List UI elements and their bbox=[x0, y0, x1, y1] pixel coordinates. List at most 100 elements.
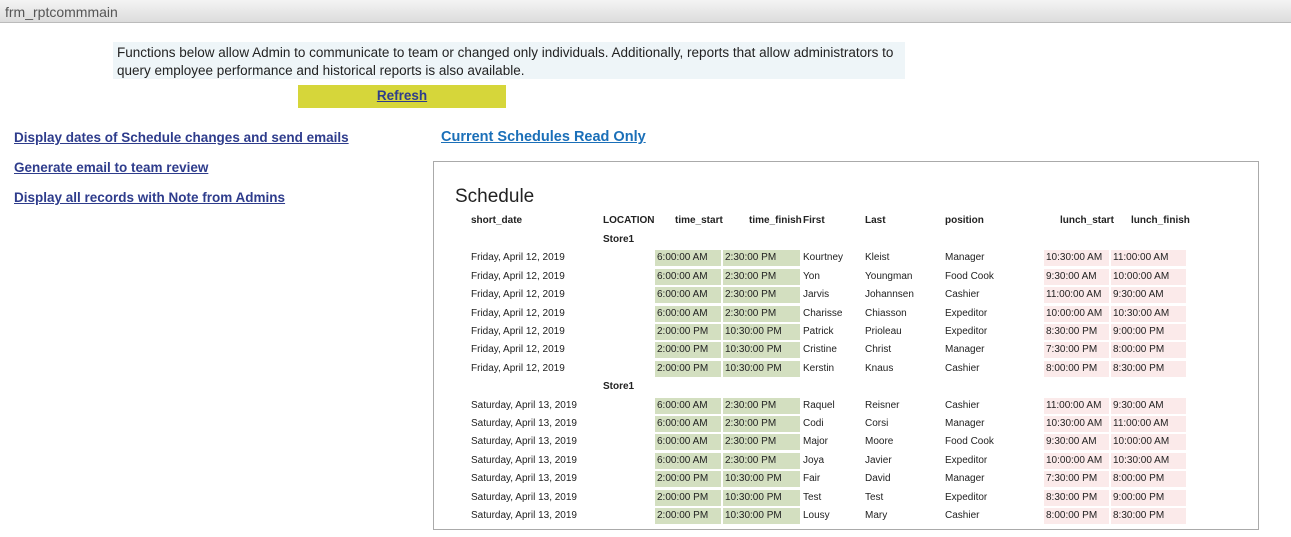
time-finish: 2:30:00 PM bbox=[723, 250, 800, 267]
lunch-finish: 11:00:00 AM bbox=[1111, 416, 1186, 432]
intro-text: Functions below allow Admin to communica… bbox=[113, 42, 905, 79]
short-date: Saturday, April 13, 2019 bbox=[471, 454, 577, 466]
time-start: 6:00:00 AM bbox=[655, 452, 721, 469]
time-finish: 10:30:00 PM bbox=[723, 508, 800, 524]
time-finish: 10:30:00 PM bbox=[723, 471, 800, 488]
lunch-finish: 11:00:00 AM bbox=[1111, 250, 1186, 267]
lunch-start: 7:30:00 PM bbox=[1044, 471, 1109, 488]
short-date: Friday, April 12, 2019 bbox=[471, 289, 565, 301]
last-name: Prioleau bbox=[865, 326, 902, 337]
last-name: Mary bbox=[865, 510, 888, 521]
lunch-start: 8:00:00 PM bbox=[1044, 508, 1109, 524]
time-finish: 2:30:00 PM bbox=[723, 305, 800, 322]
first-name: Cristine bbox=[803, 344, 837, 356]
time-start: 2:00:00 PM bbox=[655, 342, 721, 359]
last-name: Johannsen bbox=[865, 289, 914, 301]
first-name: Raquel bbox=[803, 399, 835, 411]
refresh-button[interactable]: Refresh bbox=[298, 85, 506, 108]
lunch-finish: 10:30:00 AM bbox=[1111, 452, 1186, 469]
short-date: Friday, April 12, 2019 bbox=[471, 362, 565, 374]
column-header: time_finish bbox=[749, 215, 802, 226]
lunch-finish: 9:00:00 PM bbox=[1111, 324, 1186, 340]
short-date: Saturday, April 13, 2019 bbox=[471, 473, 577, 485]
column-header: First bbox=[803, 215, 825, 226]
lunch-start: 9:30:00 AM bbox=[1044, 268, 1109, 285]
column-header: Last bbox=[865, 215, 886, 226]
time-finish: 2:30:00 PM bbox=[723, 268, 800, 285]
lunch-start: 9:30:00 AM bbox=[1044, 434, 1109, 451]
time-finish: 10:30:00 PM bbox=[723, 342, 800, 359]
lunch-finish: 10:30:00 AM bbox=[1111, 305, 1186, 322]
short-date: Friday, April 12, 2019 bbox=[471, 307, 565, 319]
last-name: Christ bbox=[865, 344, 892, 356]
position: Cashier bbox=[945, 362, 980, 374]
time-start: 2:00:00 PM bbox=[655, 324, 721, 340]
last-name: Test bbox=[865, 491, 884, 503]
short-date: Saturday, April 13, 2019 bbox=[471, 399, 577, 411]
lunch-finish: 10:00:00 AM bbox=[1111, 434, 1186, 451]
time-start: 6:00:00 AM bbox=[655, 287, 721, 304]
team-email-link[interactable]: Generate email to team review bbox=[14, 160, 209, 175]
lunch-start: 11:00:00 AM bbox=[1044, 397, 1109, 414]
last-name: Corsi bbox=[865, 418, 889, 429]
time-start: 2:00:00 PM bbox=[655, 471, 721, 488]
position: Manager bbox=[945, 344, 985, 356]
first-name: Kourtney bbox=[803, 252, 844, 264]
time-finish: 2:30:00 PM bbox=[723, 416, 800, 432]
time-finish: 10:30:00 PM bbox=[723, 360, 800, 377]
lunch-start: 10:30:00 AM bbox=[1044, 250, 1109, 267]
lunch-finish: 9:00:00 PM bbox=[1111, 489, 1186, 506]
position: Manager bbox=[945, 418, 985, 429]
time-start: 2:00:00 PM bbox=[655, 508, 721, 524]
schedule-changes-link[interactable]: Display dates of Schedule changes and se… bbox=[14, 130, 349, 145]
location-group: Store1 bbox=[603, 526, 634, 529]
lunch-finish: 9:30:00 AM bbox=[1111, 287, 1186, 304]
report-title: Schedule bbox=[455, 186, 535, 207]
position: Expeditor bbox=[945, 307, 988, 319]
admin-notes-link[interactable]: Display all records with Note from Admin… bbox=[14, 190, 286, 205]
first-name: Jarvis bbox=[803, 289, 830, 301]
position: Cashier bbox=[945, 399, 980, 411]
lunch-start: 11:00:00 AM bbox=[1044, 287, 1109, 304]
first-name: Patrick bbox=[803, 326, 834, 337]
lunch-start: 10:00:00 AM bbox=[1044, 452, 1109, 469]
time-start: 6:00:00 AM bbox=[655, 434, 721, 451]
lunch-finish: 8:00:00 PM bbox=[1111, 342, 1186, 359]
column-header: LOCATION bbox=[603, 215, 655, 226]
position: Cashier bbox=[945, 510, 980, 521]
first-name: Fair bbox=[803, 473, 821, 485]
short-date: Saturday, April 13, 2019 bbox=[471, 491, 577, 503]
short-date: Friday, April 12, 2019 bbox=[471, 270, 565, 282]
position: Manager bbox=[945, 252, 985, 264]
schedule-report: Schedule short_date LOCATION time_start tim… bbox=[433, 161, 1259, 530]
time-start: 2:00:00 PM bbox=[655, 360, 721, 377]
lunch-finish: 10:00:00 AM bbox=[1111, 268, 1186, 285]
lunch-start: 8:30:00 PM bbox=[1044, 324, 1109, 340]
lunch-start: 10:00:00 AM bbox=[1044, 305, 1109, 322]
position: Expeditor bbox=[945, 491, 988, 503]
lunch-start: 7:30:00 PM bbox=[1044, 342, 1109, 359]
position: Food Cook bbox=[945, 270, 994, 282]
last-name: Kleist bbox=[865, 252, 890, 264]
column-header: time_start bbox=[675, 215, 723, 226]
time-finish: 2:30:00 PM bbox=[723, 287, 800, 304]
short-date: Friday, April 12, 2019 bbox=[471, 252, 565, 264]
last-name: Chiasson bbox=[865, 307, 907, 319]
current-schedules-link[interactable]: Current Schedules Read Only bbox=[441, 129, 646, 145]
time-finish: 2:30:00 PM bbox=[723, 434, 800, 451]
window-title: frm_rptcommmain bbox=[5, 4, 118, 20]
position: Food Cook bbox=[945, 436, 994, 448]
first-name: Kerstin bbox=[803, 362, 835, 374]
position: Cashier bbox=[945, 289, 980, 301]
time-start: 6:00:00 AM bbox=[655, 416, 721, 432]
lunch-finish: 8:00:00 PM bbox=[1111, 471, 1186, 488]
first-name: Major bbox=[803, 436, 829, 448]
lunch-start: 8:30:00 PM bbox=[1044, 489, 1109, 506]
last-name: Moore bbox=[865, 436, 894, 448]
first-name: Yon bbox=[803, 270, 820, 282]
last-name: Knaus bbox=[865, 362, 894, 374]
short-date: Saturday, April 13, 2019 bbox=[471, 510, 577, 521]
first-name: Codi bbox=[803, 418, 824, 429]
lunch-start: 10:30:00 AM bbox=[1044, 416, 1109, 432]
